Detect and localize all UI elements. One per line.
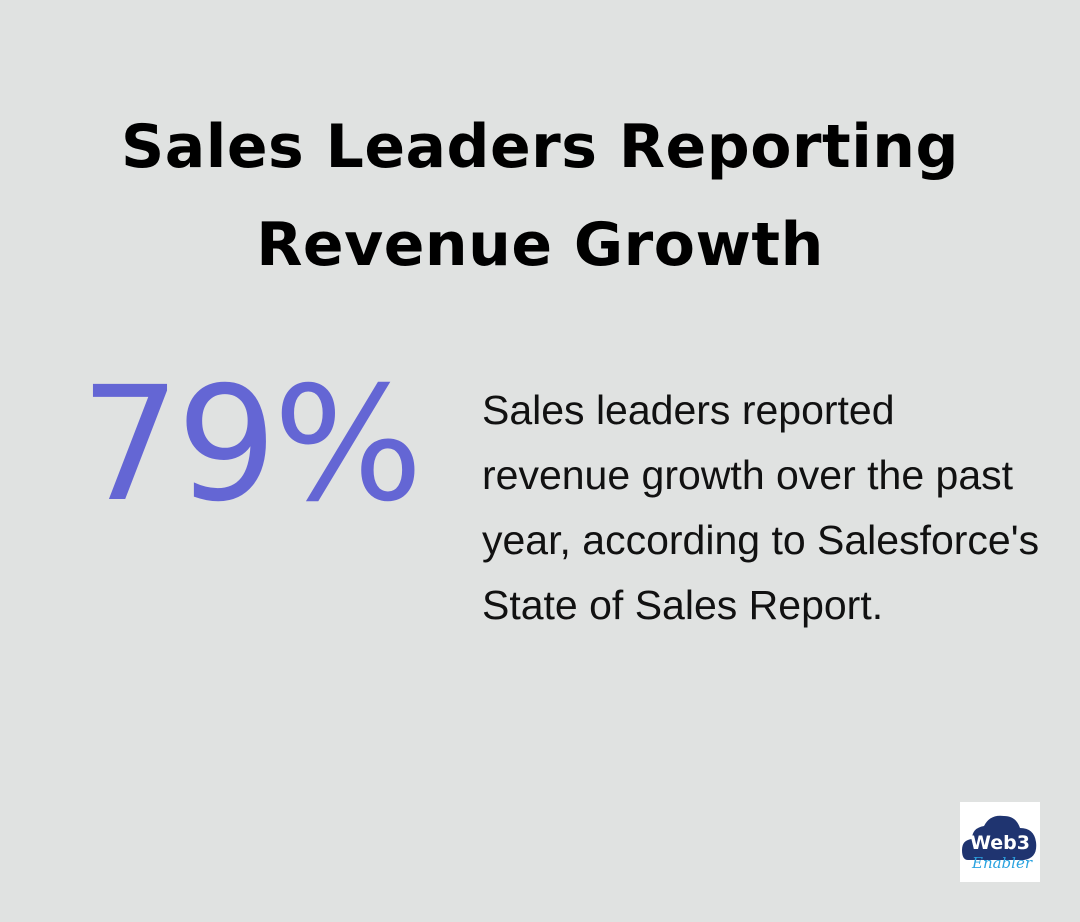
web3-enabler-logo: Web3 Enabler (960, 802, 1040, 882)
svg-text:Web3: Web3 (970, 832, 1030, 854)
stat-value: 79% (80, 353, 423, 537)
svg-text:Enabler: Enabler (971, 854, 1033, 872)
stat-description: Sales leaders reported revenue growth ov… (482, 387, 1040, 628)
page-title: Sales Leaders Reporting Revenue Growth (121, 112, 959, 280)
cloud-logo-icon: Web3 Enabler (962, 815, 1037, 872)
